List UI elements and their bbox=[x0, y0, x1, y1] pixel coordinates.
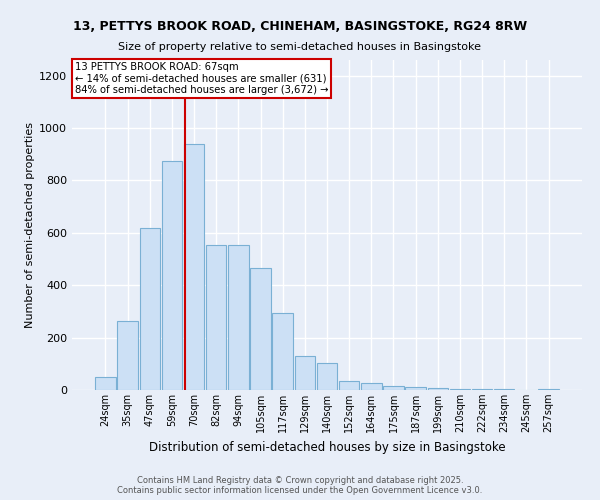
Bar bbox=[95, 377, 116, 390]
Bar bbox=[161, 161, 182, 390]
X-axis label: Distribution of semi-detached houses by size in Basingstoke: Distribution of semi-detached houses by … bbox=[149, 440, 505, 454]
Bar bbox=[472, 389, 493, 390]
Bar bbox=[184, 144, 204, 390]
Bar bbox=[383, 386, 404, 390]
Bar bbox=[406, 388, 426, 390]
Bar bbox=[140, 228, 160, 390]
Text: 13, PETTYS BROOK ROAD, CHINEHAM, BASINGSTOKE, RG24 8RW: 13, PETTYS BROOK ROAD, CHINEHAM, BASINGS… bbox=[73, 20, 527, 33]
Bar bbox=[206, 244, 226, 390]
Bar bbox=[450, 388, 470, 390]
Title: 13, PETTYS BROOK ROAD, CHINEHAM, BASINGSTOKE, RG24 8RW
Size of property relative: 13, PETTYS BROOK ROAD, CHINEHAM, BASINGS… bbox=[0, 499, 1, 500]
Bar bbox=[228, 244, 248, 390]
Bar bbox=[428, 388, 448, 390]
Bar bbox=[118, 320, 138, 390]
Text: Contains HM Land Registry data © Crown copyright and database right 2025.
Contai: Contains HM Land Registry data © Crown c… bbox=[118, 476, 482, 495]
Bar bbox=[272, 312, 293, 390]
Bar bbox=[295, 356, 315, 390]
Text: 13 PETTYS BROOK ROAD: 67sqm
← 14% of semi-detached houses are smaller (631)
84% : 13 PETTYS BROOK ROAD: 67sqm ← 14% of sem… bbox=[74, 62, 328, 95]
Y-axis label: Number of semi-detached properties: Number of semi-detached properties bbox=[25, 122, 35, 328]
Bar bbox=[317, 362, 337, 390]
Bar bbox=[361, 384, 382, 390]
Text: Size of property relative to semi-detached houses in Basingstoke: Size of property relative to semi-detach… bbox=[119, 42, 482, 52]
Bar bbox=[339, 381, 359, 390]
Bar bbox=[250, 268, 271, 390]
